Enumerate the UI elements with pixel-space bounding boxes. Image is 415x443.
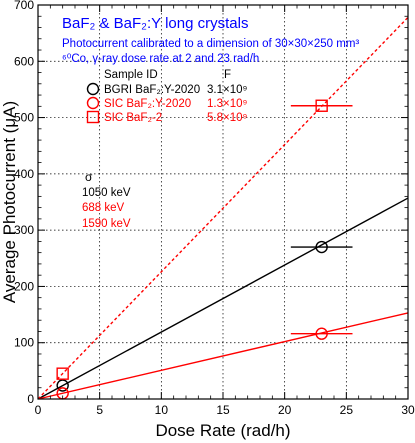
- legend-f-value: 5.8×10⁹: [207, 112, 247, 124]
- sigma-value: 1590 keV: [82, 218, 131, 230]
- x-tick-label: 15: [216, 403, 230, 417]
- legend-header-f: F: [224, 69, 231, 81]
- x-tick-label: 20: [278, 403, 292, 417]
- x-tick-label: 0: [35, 403, 42, 417]
- fit-lines: [37, 16, 409, 400]
- x-tick-label: 5: [96, 403, 103, 417]
- y-tick-label: 600: [14, 54, 34, 68]
- legend-f-value: 3.1×10⁹: [207, 84, 247, 96]
- data-point: [56, 367, 69, 380]
- fit-line: [37, 16, 409, 400]
- sigma-values: 1050 keV 688 keV 1590 keV: [82, 187, 131, 230]
- fit-line: [37, 197, 409, 400]
- data-point: [315, 327, 328, 340]
- x-tick-label: 30: [401, 403, 415, 417]
- y-tick-label: 500: [14, 111, 34, 125]
- y-tick-label: 400: [14, 167, 34, 181]
- y-tick-label: 200: [14, 279, 34, 293]
- chart-subtitle-line1: Photocurrent calibrated to a dimension o…: [62, 38, 359, 50]
- data-point: [315, 99, 328, 112]
- fit-line: [37, 312, 409, 400]
- y-tick-label: 700: [14, 0, 34, 12]
- y-tick-label: 300: [14, 223, 34, 237]
- legend-marker: [86, 110, 100, 124]
- legend-label: SIC BaF₂:Y-2020: [104, 98, 191, 110]
- legend-marker: [86, 82, 100, 96]
- data-points: [56, 99, 353, 400]
- sigma-header: σ: [85, 170, 93, 184]
- x-axis-label: Dose Rate (rad/h): [155, 421, 290, 440]
- x-tick-label: 10: [155, 403, 169, 417]
- y-tick-label: 0: [27, 392, 34, 406]
- sigma-value: 688 keV: [82, 202, 125, 214]
- legend: BGRI BaF₂:Y-2020 3.1×10⁹ SIC BaF₂:Y-2020 1.…: [86, 82, 247, 124]
- chart-title: BaF₂ & BaF₂:Y long crystals: [62, 15, 248, 32]
- x-tick-label: 25: [340, 403, 354, 417]
- data-point: [56, 379, 69, 392]
- legend-f-value: 1.3×10⁹: [207, 98, 247, 110]
- chart-subtitle-line2: ⁶⁰Co, γ-ray dose rate at 2 and 23 rad/h: [62, 53, 259, 65]
- legend-header-sample-id: Sample ID: [104, 69, 158, 81]
- legend-label: BGRI BaF₂:Y-2020: [104, 84, 200, 96]
- sigma-value: 1050 keV: [82, 187, 131, 199]
- y-axis-label: Average Photocurrent (μA): [0, 101, 19, 303]
- y-tick-label: 100: [14, 336, 34, 350]
- data-point: [315, 240, 328, 254]
- legend-marker: [86, 96, 100, 110]
- legend-label: SIC BaF₂-2: [104, 112, 162, 124]
